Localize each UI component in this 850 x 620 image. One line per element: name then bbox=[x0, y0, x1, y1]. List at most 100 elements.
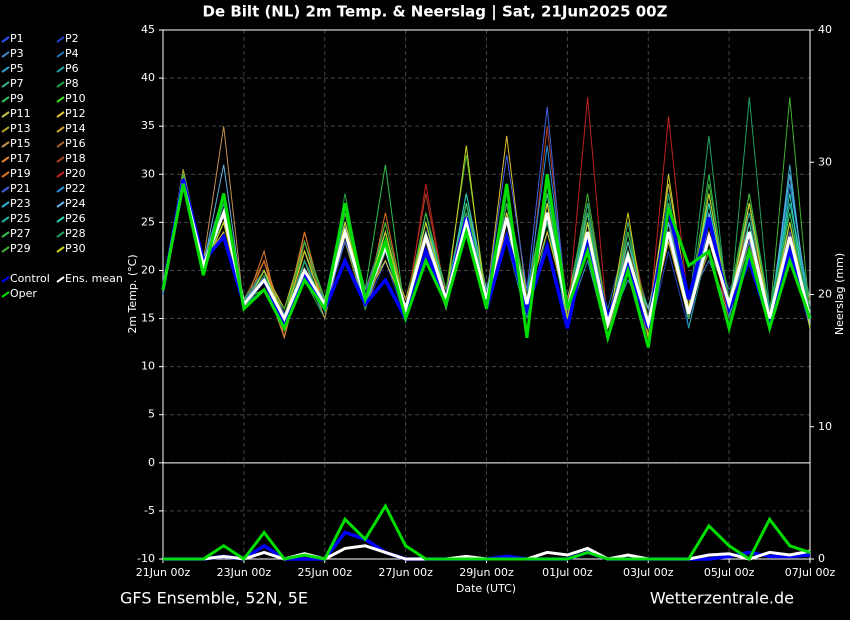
precip-line bbox=[163, 503, 811, 562]
legend-swatch bbox=[1, 81, 10, 88]
chart-title: De Bilt (NL) 2m Temp. & Neerslag | Sat, … bbox=[203, 3, 668, 22]
legend-label: P23 bbox=[10, 197, 31, 210]
y-tick-label: 10 bbox=[141, 360, 155, 373]
y2-tick-label: 30 bbox=[818, 155, 832, 168]
legend-swatch bbox=[56, 201, 65, 208]
footer-right: Wetterzentrale.de bbox=[650, 589, 794, 608]
legend-label: P25 bbox=[10, 212, 31, 225]
legend-label: P30 bbox=[65, 242, 86, 255]
legend-label: P15 bbox=[10, 137, 31, 150]
legend-label: Ens. mean bbox=[65, 272, 123, 285]
y-axis-label: 2m Temp. (°C) bbox=[126, 254, 139, 333]
legend-label: P26 bbox=[65, 212, 86, 225]
y-tick-label: 45 bbox=[141, 23, 155, 36]
legend-label: Oper bbox=[10, 287, 37, 300]
legend-swatch bbox=[1, 141, 10, 148]
legend-swatch bbox=[56, 81, 65, 88]
legend-swatch bbox=[56, 156, 65, 163]
y2-axis-label: Neerslag (mm) bbox=[833, 253, 846, 335]
legend-swatch bbox=[56, 186, 65, 193]
legend-label: P11 bbox=[10, 107, 31, 120]
y-tick-label: 15 bbox=[141, 312, 155, 325]
legend-swatch bbox=[1, 291, 10, 298]
x-tick-label: 07Jul 00z bbox=[785, 566, 836, 579]
legend-label: P6 bbox=[65, 62, 79, 75]
legend-swatch bbox=[1, 231, 10, 238]
legend-swatch bbox=[56, 216, 65, 223]
legend-label: P12 bbox=[65, 107, 86, 120]
x-tick-label: 25Jun 00z bbox=[298, 566, 353, 579]
legend-label: P2 bbox=[65, 32, 79, 45]
x-tick-label: 01Jul 00z bbox=[542, 566, 593, 579]
legend-swatch bbox=[1, 246, 10, 253]
x-axis-label: Date (UTC) bbox=[456, 582, 516, 595]
y-tick-label: 0 bbox=[148, 456, 155, 469]
legend-swatch bbox=[1, 276, 10, 283]
legend-label: P19 bbox=[10, 167, 31, 180]
y-tick-label: 20 bbox=[141, 263, 155, 276]
legend-label: P5 bbox=[10, 62, 24, 75]
legend-label: P8 bbox=[65, 77, 79, 90]
legend-swatch bbox=[1, 111, 10, 118]
y-tick-label: -5 bbox=[144, 504, 155, 517]
legend-swatch bbox=[1, 216, 10, 223]
x-tick-label: 27Jun 00z bbox=[378, 566, 433, 579]
legend-swatch bbox=[56, 231, 65, 238]
legend-swatch bbox=[56, 246, 65, 253]
y-tick-label: 30 bbox=[141, 167, 155, 180]
legend-label: P4 bbox=[65, 47, 79, 60]
legend-swatch bbox=[56, 111, 65, 118]
x-tick-label: 21Jun 00z bbox=[136, 566, 191, 579]
y2-tick-label: 20 bbox=[818, 288, 832, 301]
legend-swatch bbox=[1, 171, 10, 178]
legend-label: P24 bbox=[65, 197, 86, 210]
footer-left: GFS Ensemble, 52N, 5E bbox=[120, 589, 308, 608]
legend-swatch bbox=[56, 171, 65, 178]
legend-swatch bbox=[56, 141, 65, 148]
legend-swatch bbox=[1, 36, 10, 43]
x-tick-label: 03Jul 00z bbox=[623, 566, 674, 579]
legend-swatch bbox=[56, 66, 65, 73]
y-tick-label: 35 bbox=[141, 119, 155, 132]
y2-tick-label: 40 bbox=[818, 23, 832, 36]
legend-swatch bbox=[1, 186, 10, 193]
legend-label: P28 bbox=[65, 227, 86, 240]
legend-label: P29 bbox=[10, 242, 31, 255]
y-tick-label: 25 bbox=[141, 215, 155, 228]
y-tick-label: 40 bbox=[141, 71, 155, 84]
legend-label: P3 bbox=[10, 47, 24, 60]
legend-label: P21 bbox=[10, 182, 31, 195]
legend-label: P17 bbox=[10, 152, 31, 165]
legend-label: P20 bbox=[65, 167, 86, 180]
legend-swatch bbox=[1, 51, 10, 58]
legend-label: P16 bbox=[65, 137, 86, 150]
y2-tick-label: 10 bbox=[818, 420, 832, 433]
legend-label: P14 bbox=[65, 122, 86, 135]
legend-label: P27 bbox=[10, 227, 31, 240]
legend-label: P22 bbox=[65, 182, 86, 195]
legend-label: P7 bbox=[10, 77, 24, 90]
legend-label: Control bbox=[10, 272, 50, 285]
legend-swatch bbox=[56, 276, 65, 283]
legend-swatch bbox=[56, 126, 65, 133]
legend-swatch bbox=[56, 96, 65, 103]
y-tick-label: 5 bbox=[148, 408, 155, 421]
legend-swatch bbox=[56, 51, 65, 58]
y2-tick-label: 0 bbox=[818, 552, 825, 565]
legend-label: P1 bbox=[10, 32, 24, 45]
y-tick-label: -10 bbox=[137, 552, 155, 565]
x-tick-label: 29Jun 00z bbox=[459, 566, 514, 579]
legend-label: P10 bbox=[65, 92, 86, 105]
legend-swatch bbox=[56, 36, 65, 43]
legend-swatch bbox=[1, 66, 10, 73]
temp-line bbox=[161, 183, 812, 330]
temp-line bbox=[161, 174, 812, 348]
legend-label: P18 bbox=[65, 152, 86, 165]
legend-label: P13 bbox=[10, 122, 31, 135]
legend-swatch bbox=[1, 126, 10, 133]
legend-label: P9 bbox=[10, 92, 24, 105]
legend-swatch bbox=[1, 96, 10, 103]
legend-swatch bbox=[1, 201, 10, 208]
x-tick-label: 05Jul 00z bbox=[704, 566, 755, 579]
